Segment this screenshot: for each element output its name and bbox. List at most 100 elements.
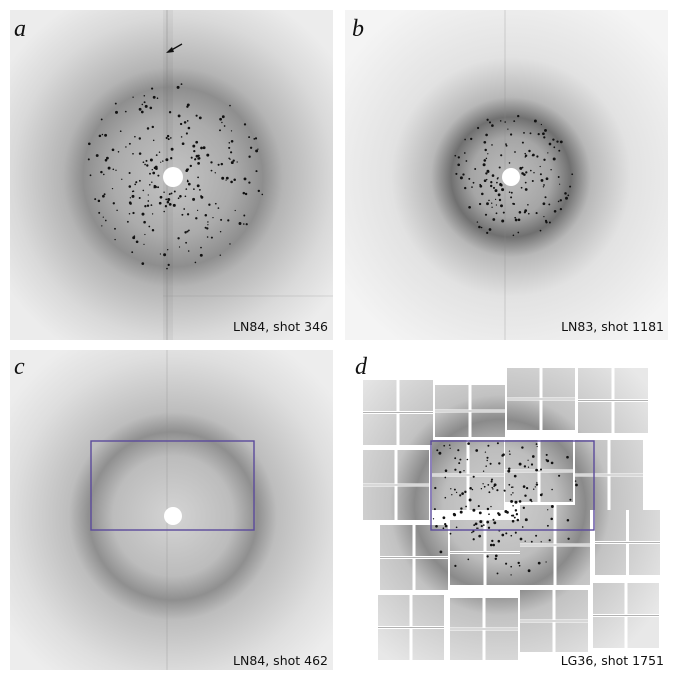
spot xyxy=(569,498,572,501)
spot xyxy=(192,197,196,201)
spot xyxy=(478,225,481,229)
spot xyxy=(433,508,436,511)
spot xyxy=(126,220,129,223)
spot xyxy=(185,169,188,172)
spot xyxy=(255,149,259,153)
spot xyxy=(154,185,157,189)
spot xyxy=(230,180,233,184)
spot xyxy=(545,177,549,181)
spot xyxy=(527,466,530,468)
spot xyxy=(488,228,492,231)
spot xyxy=(210,236,213,239)
spot xyxy=(494,554,498,558)
spot xyxy=(499,120,502,122)
spot xyxy=(434,486,437,490)
spot xyxy=(530,169,532,172)
spot xyxy=(112,168,115,171)
spot xyxy=(164,205,168,208)
spot xyxy=(143,243,145,246)
spot xyxy=(501,533,505,537)
spot xyxy=(184,231,187,234)
spot xyxy=(494,557,498,561)
spot xyxy=(460,507,463,510)
spot xyxy=(477,527,479,529)
spot xyxy=(198,116,202,120)
detector-module xyxy=(542,368,575,398)
spot xyxy=(567,194,570,197)
spot xyxy=(98,134,102,138)
spot xyxy=(217,207,220,209)
spot xyxy=(478,534,482,538)
spot xyxy=(152,139,155,142)
spot xyxy=(550,505,554,508)
spot xyxy=(488,491,491,494)
spot xyxy=(492,186,496,189)
spot xyxy=(214,202,217,205)
spot xyxy=(192,144,196,148)
spot xyxy=(536,155,539,158)
spot xyxy=(535,212,538,215)
spot xyxy=(486,520,490,524)
spot xyxy=(485,172,488,175)
detector-module xyxy=(610,440,643,474)
spot xyxy=(519,166,523,170)
spot xyxy=(525,486,529,490)
spot xyxy=(477,505,480,508)
spot xyxy=(454,468,457,471)
spot xyxy=(463,152,466,154)
spot xyxy=(204,226,207,229)
spot xyxy=(454,154,457,157)
spot xyxy=(167,249,169,251)
spot xyxy=(513,474,517,478)
spot xyxy=(212,216,214,219)
spot xyxy=(548,142,552,146)
spot xyxy=(138,107,142,111)
spot xyxy=(255,170,258,173)
spot xyxy=(238,222,242,225)
spot xyxy=(551,488,553,491)
spot xyxy=(195,140,199,144)
spot xyxy=(206,236,209,238)
spot xyxy=(507,469,511,473)
spot xyxy=(193,149,196,153)
spot xyxy=(229,243,231,245)
spot xyxy=(107,166,111,170)
spot xyxy=(487,444,490,447)
spot xyxy=(159,253,162,255)
spot xyxy=(165,158,169,162)
spot xyxy=(254,137,258,140)
spot xyxy=(249,146,253,149)
spot xyxy=(132,190,135,192)
detector-module xyxy=(593,583,625,614)
spot xyxy=(219,117,222,121)
spot xyxy=(186,120,189,122)
spot xyxy=(517,218,521,222)
spot xyxy=(464,138,466,141)
spot xyxy=(442,527,445,530)
spot xyxy=(170,147,174,151)
spot xyxy=(128,185,132,188)
spot xyxy=(177,197,180,200)
spot xyxy=(514,218,518,222)
spot xyxy=(189,164,192,168)
spot xyxy=(558,474,561,477)
spot xyxy=(502,453,505,456)
spot xyxy=(144,233,146,236)
spot xyxy=(540,178,544,182)
spot xyxy=(198,188,201,191)
spot xyxy=(444,476,447,479)
spot xyxy=(185,132,188,135)
spot xyxy=(138,179,141,182)
spot xyxy=(183,121,187,124)
spot xyxy=(187,250,190,252)
spot xyxy=(517,114,520,118)
spot xyxy=(111,148,115,152)
spot xyxy=(547,509,549,511)
spot xyxy=(180,136,183,138)
detector-module xyxy=(450,520,484,551)
spot xyxy=(132,211,135,215)
spot xyxy=(152,95,156,99)
spot xyxy=(483,179,487,183)
spot xyxy=(479,184,483,188)
spot xyxy=(517,231,520,234)
